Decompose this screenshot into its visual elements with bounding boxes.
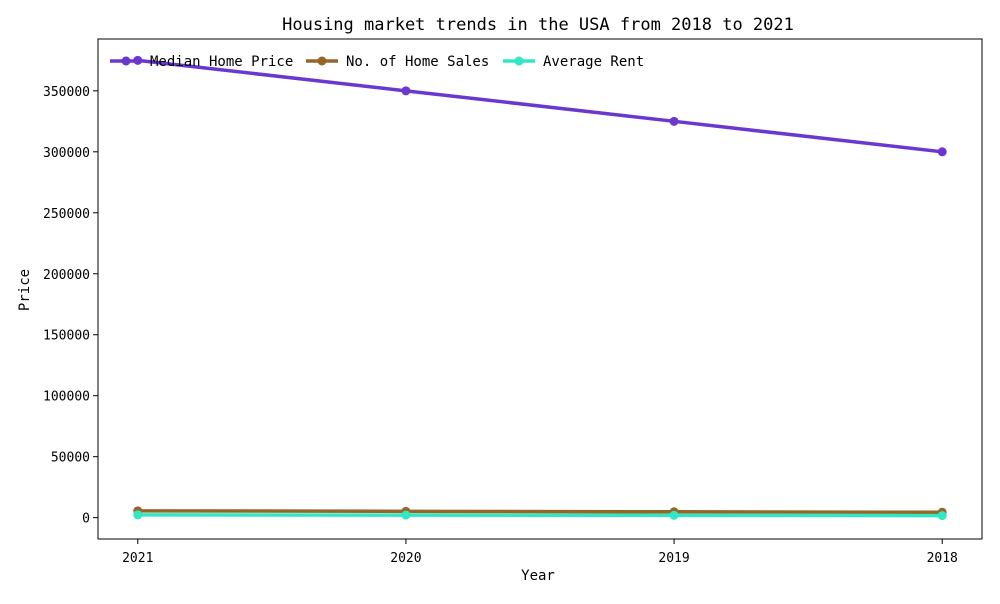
data-point [669,510,679,520]
legend: Median Home Price No. of Home Sales Averag… [110,54,644,70]
plot-area: 0 50000 100000 150000 200000 250000 300000 3500… [43,38,983,566]
y-tick-label: 200000 [43,268,90,283]
chart-title: Housing market trends in the USA from 20… [282,15,794,35]
y-tick-label: 0 [82,512,90,527]
series-line [136,513,944,518]
data-point [937,147,947,157]
x-tick-label: 2020 [390,551,421,566]
y-tick-label: 300000 [43,146,90,161]
y-axis-label: Price [17,269,33,311]
data-point [401,86,411,96]
y-tick-label: 150000 [43,329,90,344]
data-point [133,510,143,520]
data-point [669,116,679,126]
legend-marker [514,56,524,66]
x-axis-label: Year [521,568,555,584]
y-tick-label: 350000 [43,85,90,100]
y-tick-label: 250000 [43,207,90,222]
series-line [136,58,944,154]
series-line [136,509,944,515]
legend-marker [121,56,131,66]
legend-label: Median Home Price [150,54,293,70]
x-tick-label: 2018 [927,551,958,566]
data-point [401,510,411,520]
data-point [937,511,947,521]
legend-label: No. of Home Sales [346,54,489,70]
x-tick-label: 2019 [658,551,689,566]
plot-frame [97,38,983,540]
legend-marker [317,56,327,66]
y-tick-label: 50000 [51,451,90,466]
legend-label: Average Rent [543,54,644,70]
x-tick-label: 2021 [122,551,153,566]
y-tick-label: 100000 [43,390,90,405]
